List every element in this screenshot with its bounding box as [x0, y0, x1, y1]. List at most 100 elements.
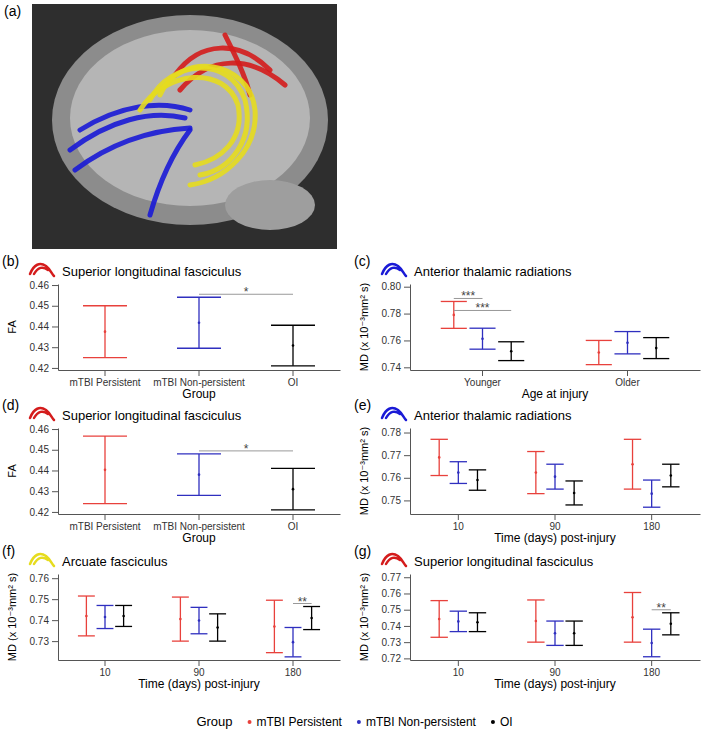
mean-point	[457, 620, 460, 623]
brain-inner	[70, 30, 310, 206]
error-bar-cap-top	[498, 341, 524, 342]
y-tick: 0.42	[30, 507, 58, 518]
error-bar-cap-top	[565, 620, 582, 621]
error-bar-cap-bottom	[177, 495, 221, 496]
marks	[78, 596, 320, 657]
x-tick: mTBI Non-persistent	[153, 370, 245, 388]
mean-point	[198, 321, 201, 324]
mean-point	[670, 474, 673, 477]
error-bar-whisker	[198, 607, 199, 633]
tract-icon	[382, 408, 406, 420]
brain-image-background	[32, 4, 337, 249]
x-axis: YoungerOlder	[411, 370, 701, 388]
x-axis-title: Time (days) post-injury	[494, 677, 616, 691]
mean-point	[631, 463, 634, 466]
error-bar-cap-bottom	[527, 493, 544, 494]
legend-label: mTBI Non-persistent	[366, 715, 477, 729]
error-bar-whisker	[554, 621, 555, 645]
x-tick: 180	[285, 660, 302, 678]
error-bar-whisker	[104, 306, 105, 358]
y-tick-mark	[52, 450, 58, 451]
y-tick-label: 0.42	[30, 363, 50, 374]
error-bar-whisker	[573, 481, 574, 505]
y-tick-label: 0.77	[382, 572, 402, 583]
x-tick-mark	[105, 660, 106, 666]
error-bar-cap-top	[527, 599, 544, 600]
y-tick-mark	[404, 626, 410, 627]
error-bar	[643, 480, 660, 507]
x-tick: 90	[549, 660, 561, 678]
y-axis-line	[58, 429, 59, 515]
error-bar-cap-bottom	[565, 645, 582, 646]
error-bar-whisker	[458, 611, 459, 631]
mean-point	[198, 473, 201, 476]
y-axis-title: FA	[6, 320, 18, 334]
error-bar	[527, 600, 544, 642]
x-axis: mTBI PersistentmTBI Non-persistentOI	[59, 370, 341, 388]
y-tick-label: 0.74	[382, 362, 402, 373]
y-tick-mark	[52, 599, 58, 600]
x-tick: Younger	[464, 370, 502, 388]
y-tick-mark	[404, 593, 410, 594]
error-bar-cap-top	[266, 600, 283, 601]
error-bar-cap-top	[430, 439, 447, 440]
x-tick-mark	[293, 370, 294, 376]
y-tick-mark	[52, 512, 58, 513]
error-bar-cap-bottom	[172, 640, 189, 641]
x-tick: 180	[643, 514, 660, 532]
legend-item: mTBI Non-persistent	[357, 715, 477, 729]
panel-label: (b)	[2, 253, 19, 269]
x-tick-label: 180	[643, 667, 660, 678]
y-tick: 0.77	[382, 450, 410, 461]
y-tick: 0.73	[382, 637, 410, 648]
error-bar	[643, 338, 669, 359]
legend-label: OI	[500, 715, 513, 729]
error-bar-cap-bottom	[303, 629, 320, 630]
error-bar	[546, 464, 563, 489]
y-tick-mark	[52, 641, 58, 642]
error-bar	[498, 342, 524, 361]
mean-point	[457, 471, 460, 474]
error-bar-whisker	[511, 342, 512, 361]
x-axis-title: Time (days) post-injury	[138, 677, 260, 691]
error-bar-whisker	[104, 605, 105, 628]
error-bar-whisker	[292, 325, 293, 366]
mean-point	[631, 616, 634, 619]
error-bar-whisker	[453, 301, 454, 328]
annotations: *	[199, 442, 293, 456]
error-bar	[271, 468, 315, 509]
cerebellum	[225, 180, 315, 230]
error-bar	[662, 613, 679, 635]
tract	[75, 128, 190, 170]
x-tick: 10	[453, 514, 465, 532]
significance-label: **	[657, 601, 667, 615]
x-tick: mTBI Non-persistent	[153, 514, 245, 532]
chart-title: Superior longitudinal fasciculus	[414, 554, 594, 569]
error-bar-cap-bottom	[624, 488, 641, 489]
x-axis: 1090180	[59, 660, 341, 678]
mean-point	[292, 344, 295, 347]
mean-point	[481, 337, 484, 340]
x-tick-label: 10	[99, 667, 111, 678]
error-bar	[430, 439, 447, 475]
y-tick-mark	[52, 326, 58, 327]
y-tick: 0.42	[30, 363, 58, 374]
error-bar-cap-top	[643, 629, 660, 630]
y-tick: 0.46	[30, 280, 58, 291]
mean-point	[554, 475, 557, 478]
x-axis: 1090180	[411, 514, 701, 532]
error-bar-cap-bottom	[441, 328, 467, 329]
x-tick-mark	[199, 370, 200, 376]
error-bar	[450, 462, 467, 484]
y-tick-mark	[404, 314, 410, 315]
y-axis: 0.730.740.750.76	[30, 573, 59, 661]
y-tick-mark	[404, 577, 410, 578]
legend-label: mTBI Persistent	[257, 715, 343, 729]
y-tick-mark	[52, 620, 58, 621]
error-bar-whisker	[632, 439, 633, 489]
x-tick-mark	[105, 370, 106, 376]
marks	[441, 301, 670, 364]
error-bar-cap-top	[450, 611, 467, 612]
tract	[140, 77, 239, 165]
error-bar-cap-top	[643, 479, 660, 480]
